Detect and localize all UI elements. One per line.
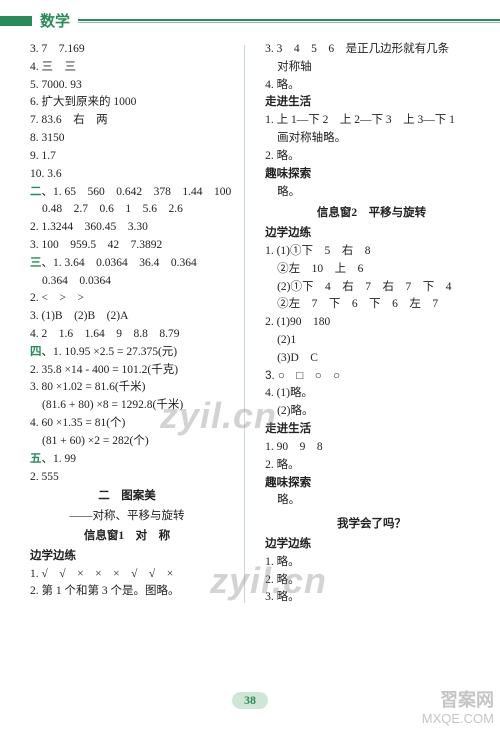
section-line: 二、1. 65 560 0.642 378 1.44 100 [18, 184, 236, 202]
ans-line: 3. 7 7.169 [18, 41, 236, 59]
ans-line: 3. 80 ×1.02 = 81.6(千米) [18, 379, 236, 397]
ans-line: 7. 83.6 右 两 [18, 112, 236, 130]
ans-line: (2)①下 4 右 7 右 7 下 4 [253, 279, 490, 297]
header-rule [78, 19, 500, 23]
ans-line: 2. 略。 [253, 148, 490, 166]
ans-line: ②左 7 下 6 下 6 左 7 [253, 296, 490, 314]
ans-line: 9. 1.7 [18, 148, 236, 166]
ans-text: 、1. 65 560 0.642 378 1.44 100 [42, 186, 232, 198]
ans-line: 2. 略。 [253, 457, 490, 475]
ans-line: 3. (1)B (2)B (2)A [18, 308, 236, 326]
ans-line: 3. 略。 [253, 589, 490, 607]
ans-line: 3. ○ □ ○ ○ [253, 368, 490, 386]
ans-line: 5. 7000. 93 [18, 77, 236, 95]
ans-line: 1. (1)①下 5 右 8 [253, 243, 490, 261]
ans-line: 1. √ √ × × × √ √ × [18, 566, 236, 584]
ans-line: 6. 扩大到原来的 1000 [18, 94, 236, 112]
chapter-subtitle: ——对称、平移与旋转 [18, 508, 236, 528]
fun-heading: 趣味探索 [253, 475, 490, 493]
ans-text: 、1. 3.64 0.0364 36.4 0.364 [42, 257, 197, 269]
ans-line: 1. 上 1—下 2 上 2—下 3 上 3—下 1 [253, 112, 490, 130]
ans-text: 、1. 10.95 ×2.5 = 27.375(元) [42, 346, 178, 358]
ans-line: 2. < > > [18, 290, 236, 308]
ans-line: ②左 10 上 6 [253, 261, 490, 279]
ans-line: 2. 555 [18, 469, 236, 487]
life-heading: 走进生活 [253, 94, 490, 112]
chapter-title: 二 图案美 [18, 486, 236, 508]
footer-watermark: 習案网 MXQE.COM [422, 690, 494, 727]
ans-line: 4. 60 ×1.35 = 81(个) [18, 415, 236, 433]
window-title: 信息窗1 对 称 [18, 528, 236, 548]
ans-line: 3. 3 4 5 6 是正几边形就有几条 [253, 41, 490, 59]
page-number: 38 [232, 692, 268, 709]
content-columns: 3. 7 7.169 4. 三 三 5. 7000. 93 6. 扩大到原来的 … [0, 35, 500, 607]
life-heading: 走进生活 [253, 421, 490, 439]
ans-text: 、1. 99 [42, 453, 77, 465]
page-header: 数学 [0, 0, 500, 35]
practice-heading: 边学边练 [253, 536, 490, 554]
ans-line: 1. 90 9 8 [253, 439, 490, 457]
ans-line: 画对称轴略。 [253, 130, 490, 148]
ans-line: 1. 略。 [253, 554, 490, 572]
right-column: 3. 3 4 5 6 是正几边形就有几条 对称轴 4. 略。 走进生活 1. 上… [245, 41, 490, 607]
review-title: 我学会了吗？ [253, 510, 490, 536]
ans-line: (81.6 + 80) ×8 = 1292.8(千米) [18, 397, 236, 415]
ans-line: 10. 3.6 [18, 166, 236, 184]
section-num: 五 [30, 453, 42, 465]
left-column: 3. 7 7.169 4. 三 三 5. 7000. 93 6. 扩大到原来的 … [18, 41, 244, 607]
section-num: 四 [30, 346, 42, 358]
footer-watermark-en: MXQE.COM [422, 711, 494, 727]
footer-watermark-cn: 習案网 [422, 690, 494, 712]
window-title: 信息窗2 平移与旋转 [253, 201, 490, 225]
section-num: 三 [30, 257, 42, 269]
ans-line: 4. (1)略。 [253, 385, 490, 403]
ans-line: 2. (1)90 180 [253, 314, 490, 332]
ans-line: 3. 100 959.5 42 7.3892 [18, 237, 236, 255]
ans-line: 对称轴 [253, 59, 490, 77]
ans-line: 略。 [253, 184, 490, 202]
header-accent-bar [0, 16, 32, 26]
ans-line: 2. 略。 [253, 572, 490, 590]
section-line: 五、1. 99 [18, 451, 236, 469]
practice-heading: 边学边练 [18, 548, 236, 566]
section-line: 三、1. 3.64 0.0364 36.4 0.364 [18, 255, 236, 273]
ans-line: 8. 3150 [18, 130, 236, 148]
ans-line: (2)略。 [253, 403, 490, 421]
ans-line: 2. 35.8 ×14 - 400 = 101.2(千克) [18, 362, 236, 380]
ans-line: 2. 第 1 个和第 3 个是。图略。 [18, 583, 236, 601]
ans-line: 4. 略。 [253, 77, 490, 95]
section-line: 四、1. 10.95 ×2.5 = 27.375(元) [18, 344, 236, 362]
ans-line: (3)D C [253, 350, 490, 368]
ans-line: 0.364 0.0364 [18, 273, 236, 291]
ans-line: 4. 三 三 [18, 59, 236, 77]
subject-title: 数学 [40, 10, 70, 31]
section-num: 二 [30, 186, 42, 198]
ans-line: 略。 [253, 492, 490, 510]
ans-line: 0.48 2.7 0.6 1 5.6 2.6 [18, 201, 236, 219]
ans-line: (2)1 [253, 332, 490, 350]
ans-line: 2. 1.3244 360.45 3.30 [18, 219, 236, 237]
ans-line: (81 + 60) ×2 = 282(个) [18, 433, 236, 451]
practice-heading: 边学边练 [253, 225, 490, 243]
fun-heading: 趣味探索 [253, 166, 490, 184]
ans-line: 4. 2 1.6 1.64 9 8.8 8.79 [18, 326, 236, 344]
